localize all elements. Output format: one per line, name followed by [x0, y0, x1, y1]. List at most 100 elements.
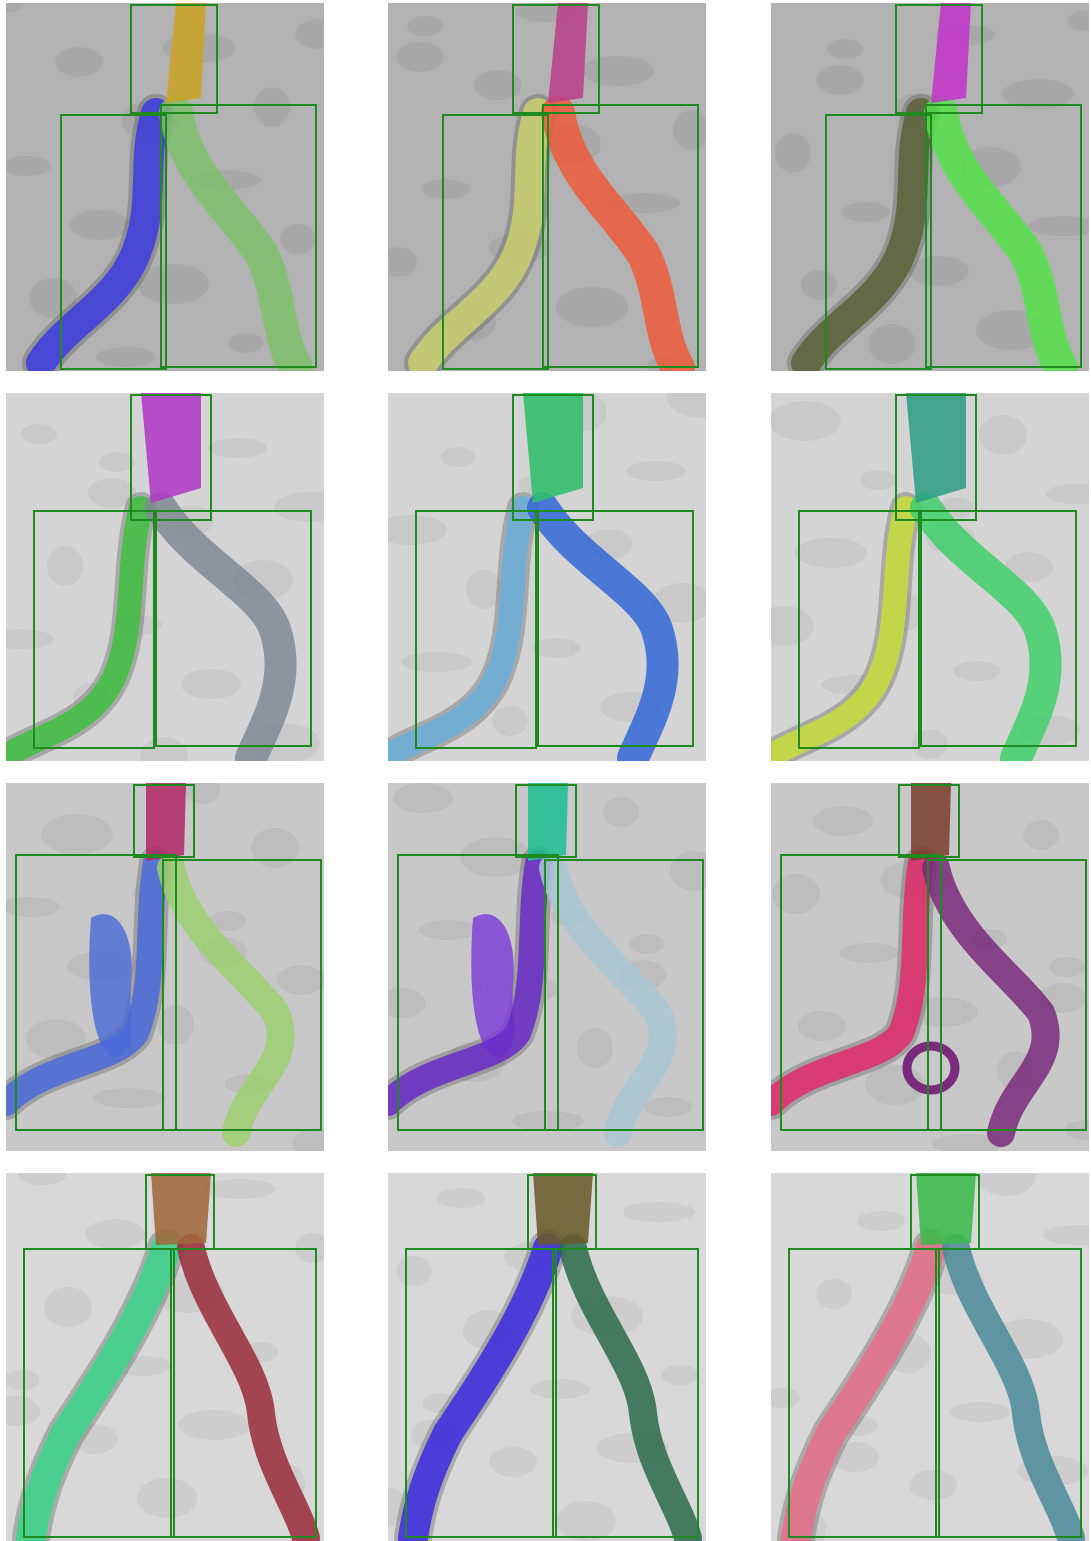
texture-spot — [857, 1211, 905, 1231]
texture-spot — [18, 1173, 66, 1185]
texture-spot — [388, 247, 417, 277]
aorta-segmentation — [523, 393, 583, 503]
aorta-bounding-box — [515, 784, 577, 858]
angiography-panel-r1c1 — [6, 3, 324, 371]
right-bounding-box — [552, 1248, 699, 1538]
texture-spot — [254, 87, 290, 127]
texture-spot — [772, 874, 820, 914]
aorta-segmentation — [151, 1173, 211, 1245]
angiography-panel-r3c3 — [771, 783, 1089, 1151]
right-bounding-box — [170, 1248, 317, 1538]
texture-spot — [909, 256, 969, 286]
texture-spot — [912, 729, 948, 759]
texture-spot — [26, 1019, 86, 1059]
aorta-segmentation — [528, 783, 568, 861]
texture-spot — [623, 1202, 695, 1222]
right-iliac-segmentation — [157, 854, 295, 1147]
angiography-panel-r2c3 — [771, 393, 1089, 761]
texture-spot — [292, 1128, 324, 1151]
left-bounding-box — [798, 510, 920, 749]
aorta-bounding-box — [512, 4, 600, 114]
right-iliac-segmentation — [539, 854, 677, 1147]
aorta-segmentation — [548, 3, 588, 103]
texture-spot — [437, 1188, 485, 1208]
angiography-panel-r4c2 — [388, 1173, 706, 1541]
texture-spot — [1049, 957, 1085, 977]
texture-spot — [831, 1442, 879, 1472]
texture-spot — [667, 393, 706, 418]
texture-spot — [1028, 216, 1089, 236]
angiography-panel-r3c1 — [6, 783, 324, 1151]
texture-spot — [44, 1287, 92, 1327]
right-bounding-box — [544, 859, 704, 1131]
aorta-segmentation — [931, 3, 971, 103]
texture-spot — [556, 1501, 616, 1541]
texture-spot — [422, 179, 470, 199]
right-iliac-segmentation — [910, 492, 1062, 761]
texture-spot — [207, 438, 267, 458]
texture-spot — [1002, 79, 1074, 109]
texture-spot — [775, 133, 811, 173]
left-bounding-box — [23, 1248, 175, 1538]
texture-spot — [662, 1365, 698, 1385]
texture-spot — [860, 470, 896, 490]
texture-spot — [798, 1011, 846, 1041]
texture-spot — [492, 706, 528, 736]
texture-spot — [577, 1028, 613, 1068]
texture-spot — [816, 65, 864, 95]
texture-spot — [6, 3, 24, 13]
aorta-bounding-box — [130, 4, 218, 114]
texture-spot — [474, 70, 522, 100]
right-bounding-box — [927, 859, 1087, 1131]
texture-spot — [419, 920, 479, 940]
left-bounding-box — [405, 1248, 557, 1538]
texture-spot — [204, 1179, 276, 1199]
texture-spot — [771, 606, 814, 646]
segmented-blob — [471, 914, 514, 1058]
right-bounding-box — [160, 104, 317, 368]
texture-spot — [41, 814, 113, 854]
texture-spot — [1067, 11, 1089, 31]
texture-spot — [96, 347, 156, 367]
right-bounding-box — [920, 510, 1077, 747]
angiography-panel-r2c1 — [6, 393, 324, 761]
texture-spot — [842, 202, 890, 222]
texture-spot — [55, 47, 103, 77]
right-bounding-box — [155, 510, 312, 747]
angiography-panel-r2c2 — [388, 393, 706, 761]
texture-spot — [839, 943, 899, 963]
texture-spot — [277, 965, 324, 995]
texture-spot — [868, 324, 916, 364]
aorta-segmentation — [166, 3, 206, 103]
aorta-segmentation — [533, 1173, 593, 1245]
texture-spot — [181, 669, 241, 699]
texture-spot — [670, 851, 706, 891]
left-bounding-box — [15, 854, 177, 1131]
texture-spot — [950, 1402, 1010, 1422]
left-bounding-box — [33, 510, 155, 749]
right-bounding-box — [537, 510, 694, 747]
texture-spot — [466, 569, 502, 609]
angiography-panel-r4c3 — [771, 1173, 1089, 1541]
texture-spot — [21, 424, 57, 444]
texture-spot — [530, 1379, 590, 1399]
texture-spot — [6, 629, 54, 649]
right-iliac-segmentation — [942, 1234, 1085, 1541]
texture-spot — [140, 737, 188, 761]
texture-spot — [228, 333, 264, 353]
texture-spot — [795, 538, 867, 568]
vessel-loop — [902, 1041, 960, 1095]
left-iliac-segmentation — [6, 496, 153, 761]
aorta-segmentation — [906, 393, 966, 503]
texture-spot — [644, 1097, 692, 1117]
aorta-bounding-box — [133, 784, 195, 858]
right-iliac-segmentation — [559, 1234, 702, 1541]
right-bounding-box — [542, 104, 699, 368]
texture-spot — [909, 1470, 957, 1500]
left-bounding-box — [397, 854, 559, 1131]
aorta-bounding-box — [895, 394, 977, 521]
right-iliac-segmentation — [145, 492, 297, 761]
left-iliac-segmentation — [771, 496, 918, 761]
texture-spot — [47, 546, 83, 586]
texture-spot — [932, 1134, 1004, 1151]
